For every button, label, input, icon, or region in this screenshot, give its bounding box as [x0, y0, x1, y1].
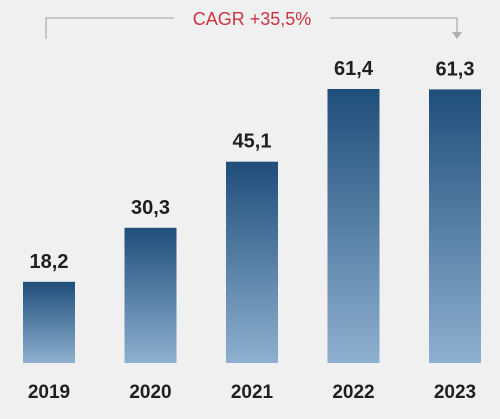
- value-labels-group: 18,2 30,3 45,1 61,4 61,3: [30, 58, 475, 273]
- x-tick-label-2022: 2022: [332, 382, 374, 403]
- cagr-bracket-left: [45, 17, 174, 39]
- bars-group: [23, 89, 481, 364]
- x-tick-label-2020: 2020: [129, 382, 171, 403]
- cagr-arrow-head: [452, 32, 462, 39]
- cagr-label: CAGR +35,5%: [193, 9, 312, 29]
- value-label-2023: 61,3: [436, 58, 475, 80]
- cagr-annotation: CAGR +35,5%: [45, 9, 462, 39]
- bar-2021: [226, 161, 278, 363]
- x-tick-label-2021: 2021: [231, 382, 274, 403]
- value-label-2021: 45,1: [233, 131, 272, 153]
- x-axis-tick-labels: 2019 2020 2021 2022 2023: [28, 382, 476, 403]
- x-tick-label-2019: 2019: [28, 382, 70, 403]
- cagr-bracket-right: [330, 17, 458, 32]
- value-label-2022: 61,4: [334, 58, 374, 80]
- bar-2019: [23, 281, 75, 363]
- bar-2020: [124, 227, 177, 363]
- x-tick-label-2023: 2023: [434, 382, 476, 403]
- value-label-2020: 30,3: [131, 197, 170, 219]
- bar-2022: [327, 89, 380, 363]
- bar-2023: [429, 89, 481, 364]
- value-label-2019: 18,2: [30, 251, 69, 273]
